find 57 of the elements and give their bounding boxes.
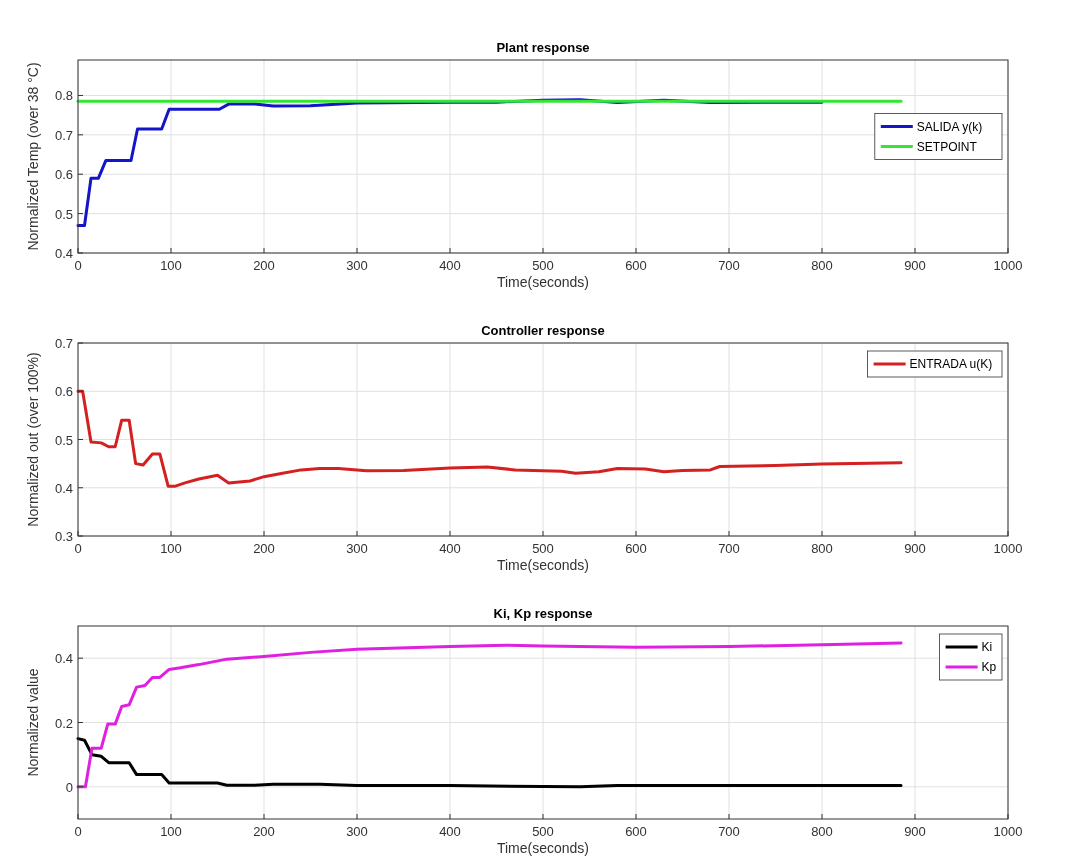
chart-title: Ki, Kp response xyxy=(493,606,593,621)
x-tick-label: 900 xyxy=(904,541,926,556)
x-tick-label: 1000 xyxy=(993,824,1023,839)
y-tick-label: 0.7 xyxy=(54,336,73,351)
x-tick-label: 600 xyxy=(625,824,647,839)
y-axis-title: Normalized value xyxy=(25,668,41,777)
legend-label: ENTRADA u(K) xyxy=(909,357,993,371)
x-tick-label: 1000 xyxy=(993,541,1023,556)
x-tick-label: 700 xyxy=(718,541,740,556)
x-axis-title: Time(seconds) xyxy=(496,274,590,290)
y-tick-label: 0.6 xyxy=(54,384,73,400)
x-tick-label: 400 xyxy=(439,258,461,273)
x-tick-label: 200 xyxy=(253,541,275,556)
x-tick-label: 600 xyxy=(625,541,647,556)
x-tick-label: 500 xyxy=(532,258,554,273)
legend-label: Kp xyxy=(981,660,997,674)
y-tick-label: 0.4 xyxy=(54,480,73,496)
y-tick-label: 0.3 xyxy=(54,529,73,544)
x-tick-label: 400 xyxy=(439,541,461,556)
y-tick-label: 0.2 xyxy=(54,715,73,731)
x-tick-label: 900 xyxy=(904,824,926,839)
x-tick-label: 100 xyxy=(160,824,182,839)
x-axis-title: Time(seconds) xyxy=(496,840,590,856)
chart-title: Controller response xyxy=(481,323,605,338)
x-tick-label: 800 xyxy=(811,824,833,839)
x-tick-label: 300 xyxy=(346,258,368,273)
x-tick-label: 700 xyxy=(718,824,740,839)
x-axis-title: Time(seconds) xyxy=(496,557,590,573)
y-tick-label: 0.5 xyxy=(54,432,73,448)
x-tick-label: 300 xyxy=(346,824,368,839)
x-tick-label: 500 xyxy=(532,541,554,556)
y-tick-label: 0.7 xyxy=(54,127,73,143)
legend-label: SALIDA y(k) xyxy=(916,119,983,134)
x-tick-label: 200 xyxy=(253,824,275,839)
x-tick-label: 800 xyxy=(811,541,833,556)
chart-title: Plant response xyxy=(496,40,590,55)
x-tick-label: 800 xyxy=(811,258,833,273)
x-tick-label: 100 xyxy=(160,541,182,556)
y-axis-title: Normalized out (over 100%) xyxy=(25,352,41,527)
y-tick-label: 0 xyxy=(65,779,73,795)
y-tick-label: 0.4 xyxy=(54,246,73,261)
x-tick-label: 100 xyxy=(160,258,182,273)
y-tick-label: 0.4 xyxy=(54,651,73,667)
legend-label: SETPOINT xyxy=(916,139,978,154)
x-tick-label: 500 xyxy=(532,824,554,839)
x-tick-label: 300 xyxy=(346,541,368,556)
y-tick-label: 0.6 xyxy=(54,167,73,183)
x-tick-label: 900 xyxy=(904,258,926,273)
y-tick-label: 0.5 xyxy=(54,206,73,222)
x-tick-label: 700 xyxy=(718,258,740,273)
y-axis-title: Normalized Temp (over 38 °C) xyxy=(25,62,41,251)
x-tick-label: 400 xyxy=(439,824,461,839)
x-tick-label: 200 xyxy=(253,258,275,273)
x-tick-label: 600 xyxy=(625,258,647,273)
legend-label: Ki xyxy=(981,640,993,654)
x-tick-label: 1000 xyxy=(993,258,1023,273)
y-tick-label: 0.8 xyxy=(54,88,73,104)
